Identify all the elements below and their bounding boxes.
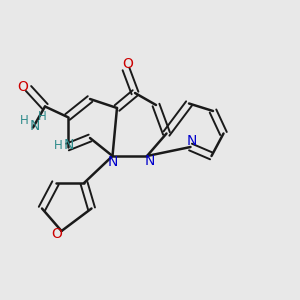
Text: N: N [145, 154, 155, 168]
Text: N: N [187, 134, 197, 148]
Text: H: H [20, 113, 28, 127]
Text: N: N [29, 119, 40, 133]
Text: N: N [107, 155, 118, 169]
Text: O: O [17, 80, 28, 94]
Text: H: H [38, 110, 46, 124]
Text: O: O [52, 227, 62, 241]
Text: H: H [54, 139, 63, 152]
Text: O: O [122, 58, 133, 71]
Text: N: N [64, 138, 74, 152]
